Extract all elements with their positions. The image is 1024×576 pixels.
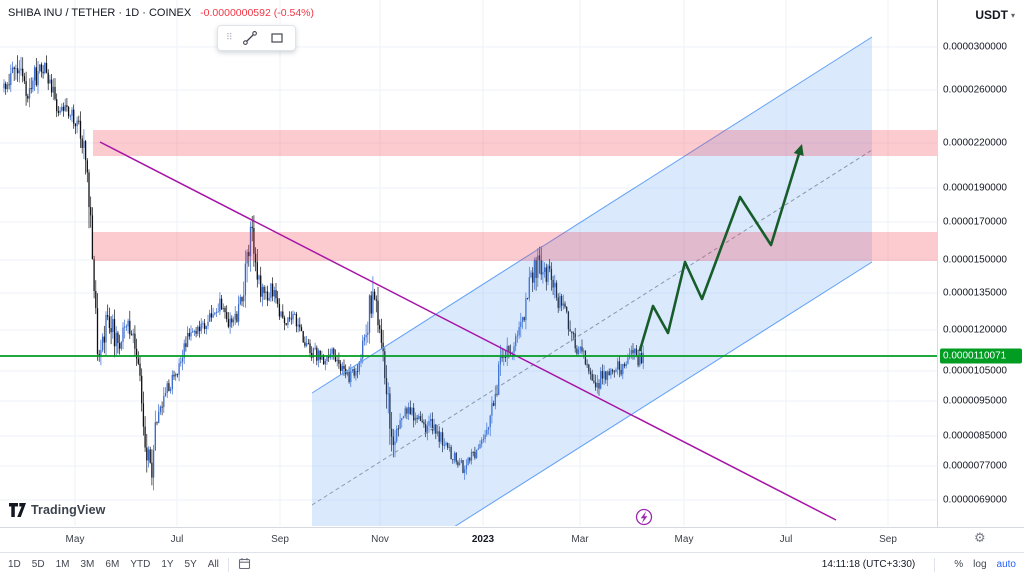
price-axis-label: 0.0000085000 bbox=[943, 430, 1007, 442]
range-button-All[interactable]: All bbox=[207, 559, 219, 570]
price-axis-label: 0.0000105000 bbox=[943, 365, 1007, 377]
drawing-toolbar[interactable]: ⠿ bbox=[217, 25, 296, 51]
price-axis-label: 0.0000069000 bbox=[943, 494, 1007, 506]
channel-midline bbox=[311, 149, 873, 506]
price-axis-label: 0.0000120000 bbox=[943, 324, 1007, 336]
divider bbox=[227, 557, 229, 572]
clock-display[interactable]: 14:11:18 (UTC+3:30) bbox=[821, 559, 916, 570]
candlestick-series bbox=[3, 55, 644, 491]
time-axis-label: Sep bbox=[879, 534, 897, 545]
price-change: -0.0000000592 (-0.54%) bbox=[200, 7, 315, 19]
price-axis-label: 0.0000095000 bbox=[943, 395, 1007, 407]
price-axis-label: 0.0000170000 bbox=[943, 216, 1007, 228]
time-axis[interactable]: May Jul Sep Nov 2023 Mar May Jul Sep bbox=[0, 527, 1024, 553]
calendar-icon[interactable] bbox=[238, 557, 251, 573]
price-axis-label: 0.0000077000 bbox=[943, 460, 1007, 472]
resistance-zone bbox=[93, 232, 937, 261]
price-axis-label: 0.0000220000 bbox=[943, 137, 1007, 149]
lightning-icon[interactable] bbox=[635, 508, 653, 526]
drag-handle-icon[interactable]: ⠿ bbox=[226, 33, 233, 43]
resistance-zone bbox=[93, 130, 937, 156]
range-button-1D[interactable]: 1D bbox=[8, 559, 21, 570]
range-button-1M[interactable]: 1M bbox=[55, 559, 70, 570]
currency-selector[interactable]: USDT ▾ bbox=[975, 8, 1015, 22]
price-axis-label: 0.0000190000 bbox=[943, 182, 1007, 194]
symbol-title: SHIBA INU / TETHER · 1D · COINEX bbox=[8, 7, 192, 19]
percent-scale-button[interactable]: % bbox=[954, 559, 964, 570]
time-axis-label: Mar bbox=[571, 534, 589, 545]
auto-scale-button[interactable]: auto bbox=[996, 559, 1016, 570]
range-button-YTD[interactable]: YTD bbox=[130, 559, 151, 570]
time-axis-label: Jul bbox=[779, 534, 793, 545]
drawings-layer[interactable] bbox=[0, 36, 937, 576]
range-button-3M[interactable]: 3M bbox=[80, 559, 95, 570]
time-axis-label: May bbox=[674, 534, 694, 545]
descending-trendline bbox=[99, 141, 837, 521]
symbol-legend[interactable]: SHIBA INU / TETHER · 1D · COINEX -0.0000… bbox=[8, 7, 314, 19]
currency-label: USDT bbox=[975, 8, 1008, 22]
ascending-channel bbox=[312, 37, 872, 526]
range-button-6M[interactable]: 6M bbox=[105, 559, 120, 570]
rectangle-tool-icon[interactable] bbox=[267, 28, 287, 48]
tradingview-logo-text: TradingView bbox=[31, 503, 106, 517]
chevron-down-icon: ▾ bbox=[1010, 10, 1015, 20]
log-scale-button[interactable]: log bbox=[973, 559, 987, 570]
range-button-1Y[interactable]: 1Y bbox=[161, 559, 174, 570]
time-axis-label: Jul bbox=[170, 534, 184, 545]
trendline-tool-icon[interactable] bbox=[240, 28, 260, 48]
gear-icon[interactable]: ⚙ bbox=[974, 531, 986, 546]
divider bbox=[934, 557, 936, 572]
price-axis-label: 0.0000260000 bbox=[943, 84, 1007, 96]
current-price-badge: 0.0000110071 bbox=[940, 348, 1022, 364]
tradingview-logo[interactable]: TradingView bbox=[9, 503, 106, 517]
price-axis[interactable]: 0.0000300000 0.0000260000 0.0000220000 0.00… bbox=[937, 0, 1024, 527]
range-selector: 1D 5D 1M 3M 6M YTD 1Y 5Y All bbox=[8, 559, 219, 570]
projection-arrow-head bbox=[793, 144, 804, 156]
grid bbox=[0, 0, 937, 526]
price-axis-label: 0.0000150000 bbox=[943, 254, 1007, 266]
time-axis-label: Nov bbox=[371, 534, 389, 545]
range-button-5D[interactable]: 5D bbox=[31, 559, 45, 570]
projection-arrow bbox=[638, 149, 802, 352]
range-button-5Y[interactable]: 5Y bbox=[184, 559, 197, 570]
price-axis-label: 0.0000135000 bbox=[943, 287, 1007, 299]
time-axis-label: 2023 bbox=[471, 534, 495, 545]
time-axis-label: May bbox=[65, 534, 85, 545]
time-axis-label: Sep bbox=[271, 534, 289, 545]
price-axis-label: 0.0000300000 bbox=[943, 41, 1007, 53]
bottom-toolbar: 1D 5D 1M 3M 6M YTD 1Y 5Y All 14:11:18 (UTC+3:30)… bbox=[0, 552, 1024, 576]
tradingview-logo-icon bbox=[9, 503, 26, 517]
